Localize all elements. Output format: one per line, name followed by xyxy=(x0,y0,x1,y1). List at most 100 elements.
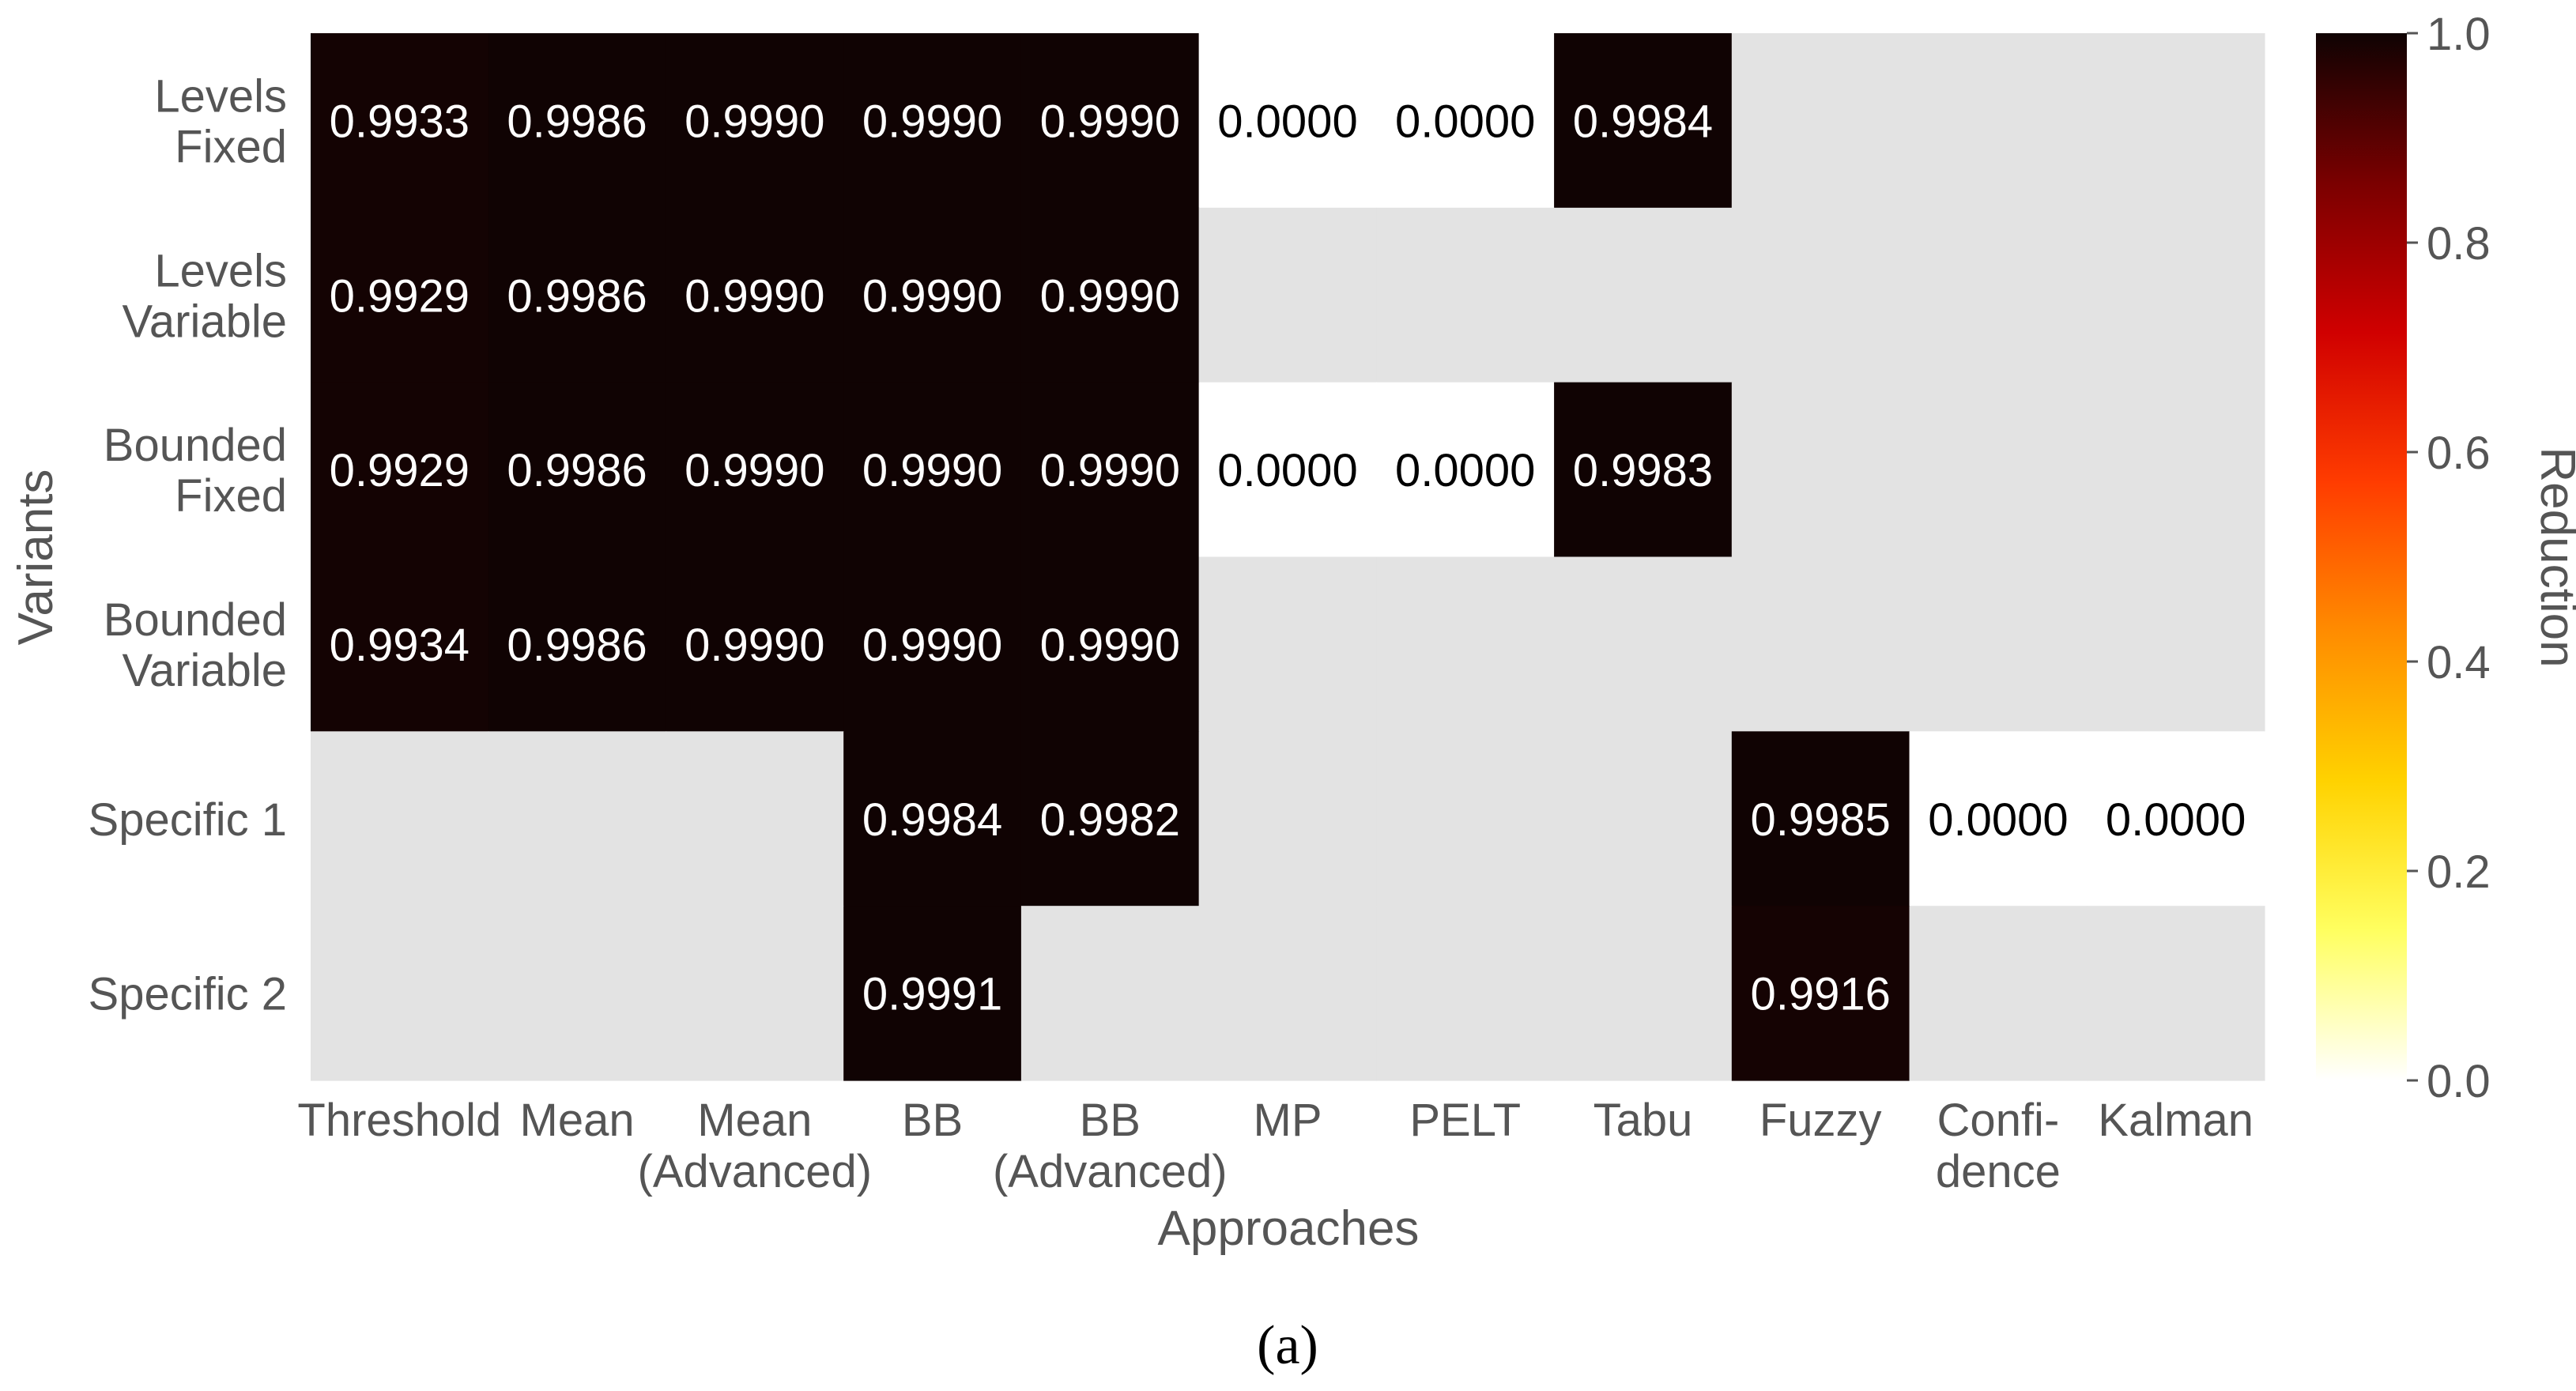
heatmap-cell xyxy=(1020,207,1200,383)
heatmap-cell xyxy=(488,556,667,732)
x-tick-label: (Advanced) xyxy=(993,1146,1228,1197)
cell-value-label: 0.9985 xyxy=(1750,794,1890,846)
cell-value-label: 0.0000 xyxy=(1395,445,1535,496)
cell-value-label: 0.9990 xyxy=(1040,270,1180,322)
colorbar-gradient xyxy=(2316,33,2407,1080)
cell-value-label: 0.9990 xyxy=(685,270,824,322)
heatmap-cell xyxy=(843,33,1022,209)
x-tick-label: (Advanced) xyxy=(638,1146,873,1197)
heatmap-cell xyxy=(1198,731,1377,907)
heatmap-cell xyxy=(1376,906,1555,1081)
cell-value-label: 0.9916 xyxy=(1750,969,1890,1020)
y-tick-label: Specific 2 xyxy=(89,969,287,1020)
cell-value-label: 0.9929 xyxy=(330,445,470,496)
y-tick-label: Specific 1 xyxy=(89,794,287,846)
heatmap-cell xyxy=(488,207,667,383)
heatmap-cell xyxy=(843,906,1022,1081)
y-tick-label: Bounded xyxy=(104,594,287,646)
heatmap-cell xyxy=(311,207,489,383)
heatmap-cell xyxy=(666,207,844,383)
heatmap-cell xyxy=(1731,33,1910,209)
y-tick-label: Variable xyxy=(123,645,288,696)
heatmap-cell xyxy=(1376,207,1555,383)
heatmap-cell xyxy=(843,382,1022,558)
colorbar-tick-label: 0.6 xyxy=(2427,428,2491,479)
cell-value-label: 0.0000 xyxy=(1217,445,1357,496)
heatmap-cell xyxy=(1376,556,1555,732)
cell-value-label: 0.9983 xyxy=(1573,445,1713,496)
heatmap-cell xyxy=(2087,906,2265,1081)
heatmap-cell xyxy=(1198,906,1377,1081)
x-tick-label: Fuzzy xyxy=(1759,1095,1882,1146)
heatmap-cell xyxy=(666,382,844,558)
heatmap-cell xyxy=(1909,33,2088,209)
heatmap-cell xyxy=(843,207,1022,383)
x-axis-label: Approaches xyxy=(1158,1201,1420,1256)
heatmap-cell xyxy=(2087,207,2265,383)
y-tick-label: Levels xyxy=(154,245,287,296)
heatmap-cells xyxy=(311,33,2265,1081)
cell-value-label: 0.9990 xyxy=(1040,445,1180,496)
cell-value-label: 0.0000 xyxy=(1217,96,1357,147)
heatmap-cell xyxy=(1376,731,1555,907)
heatmap-cell xyxy=(1198,33,1377,209)
y-tick-labels: LevelsFixedLevelsVariableBoundedFixedBou… xyxy=(89,70,287,1020)
heatmap-cell xyxy=(1554,33,1733,209)
heatmap-cell xyxy=(666,906,844,1081)
heatmap-cell xyxy=(666,556,844,732)
x-tick-label: Kalman xyxy=(2098,1095,2254,1146)
heatmap-cell xyxy=(1554,731,1733,907)
y-axis-label: Variants xyxy=(9,469,63,646)
heatmap-cell xyxy=(1909,207,2088,383)
heatmap-cell xyxy=(1731,382,1910,558)
colorbar-label: Reduction xyxy=(2530,447,2576,667)
cell-value-label: 0.9991 xyxy=(862,969,1002,1020)
colorbar-tick-label: 0.8 xyxy=(2427,218,2491,270)
x-tick-label: Confi- xyxy=(1937,1095,2060,1146)
heatmap-cell xyxy=(1376,33,1555,209)
cell-value-label: 0.9990 xyxy=(685,96,824,147)
cell-value-label: 0.9933 xyxy=(330,96,470,147)
cell-value-label: 0.9990 xyxy=(862,620,1002,671)
heatmap-cell xyxy=(666,731,844,907)
y-tick-label: Bounded xyxy=(104,420,287,471)
heatmap-cell xyxy=(1909,906,2088,1081)
heatmap-cell xyxy=(1554,556,1733,732)
cell-value-label: 0.9990 xyxy=(685,620,824,671)
heatmap-cell xyxy=(2087,556,2265,732)
heatmap-cell xyxy=(1731,906,1910,1081)
heatmap-cell xyxy=(1554,382,1733,558)
x-tick-label: PELT xyxy=(1409,1095,1521,1146)
heatmap-cell xyxy=(1020,906,1200,1081)
cell-value-label: 0.9990 xyxy=(862,445,1002,496)
x-tick-label: BB xyxy=(1080,1095,1141,1146)
cell-value-label: 0.9929 xyxy=(330,270,470,322)
cell-value-label: 0.9990 xyxy=(685,445,824,496)
heatmap-cell xyxy=(2087,33,2265,209)
heatmap-cell xyxy=(1731,731,1910,907)
cell-value-label: 0.0000 xyxy=(2106,794,2246,846)
cell-value-label: 0.9986 xyxy=(507,270,647,322)
cell-value-label: 0.9990 xyxy=(862,270,1002,322)
cell-value-label: 0.9990 xyxy=(1040,620,1180,671)
x-tick-label: BB xyxy=(902,1095,963,1146)
heatmap-cell xyxy=(1198,207,1377,383)
heatmap-cell xyxy=(1554,207,1733,383)
heatmap-cell xyxy=(843,731,1022,907)
heatmap-cell xyxy=(1909,731,2088,907)
cell-value-label: 0.9984 xyxy=(862,794,1002,846)
heatmap-cell xyxy=(1020,556,1200,732)
colorbar-tick-label: 1.0 xyxy=(2427,9,2491,60)
heatmap-cell xyxy=(311,556,489,732)
heatmap-cell xyxy=(311,33,489,209)
y-tick-label: Variable xyxy=(123,296,288,347)
y-tick-label: Fixed xyxy=(175,121,287,172)
heatmap-cell xyxy=(488,731,667,907)
x-tick-label: Threshold xyxy=(297,1095,501,1146)
heatmap-cell xyxy=(488,906,667,1081)
heatmap-cell xyxy=(2087,382,2265,558)
heatmap-cell xyxy=(311,382,489,558)
x-tick-labels: Threshold Mean Mean(Advanced)BB BB(Advanced… xyxy=(297,1095,2254,1197)
heatmap-cell xyxy=(843,556,1022,732)
x-tick-label: dence xyxy=(1936,1146,2061,1197)
